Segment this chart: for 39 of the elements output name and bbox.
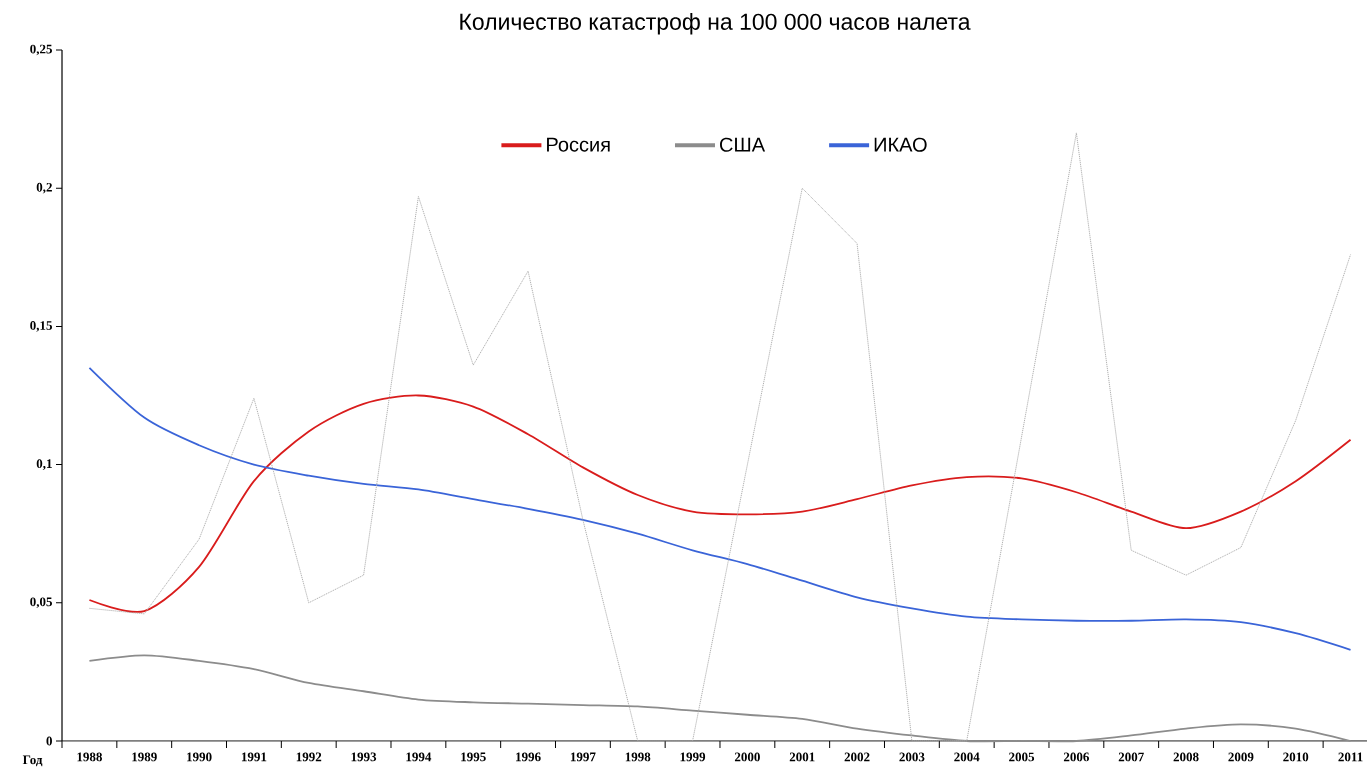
legend-label: Россия [547, 137, 610, 152]
x-tick-label: 1994 [406, 752, 432, 762]
x-tick-label: 2005 [1009, 752, 1035, 762]
x-tick-label: 1989 [132, 752, 157, 762]
line-series [88, 654, 1352, 743]
x-tick-label: 2004 [954, 752, 980, 762]
line-series [88, 366, 1352, 651]
x-tick-label: 1990 [187, 752, 212, 762]
x-tick-label: 1992 [296, 752, 322, 762]
x-tick-label: 2001 [789, 752, 815, 762]
y-tick-label: 0,05 [30, 597, 52, 609]
x-tick-label: 1988 [77, 752, 102, 762]
x-tick-label: 2007 [1118, 752, 1144, 762]
x-tick-label: 1996 [516, 752, 541, 762]
line-series [88, 132, 1351, 742]
x-tick-label: 1995 [461, 752, 486, 762]
chart-title: Количество катастроф на 100 000 часов налета [460, 13, 971, 35]
x-tick-label: 1997 [570, 752, 596, 762]
x-axis-title: Год [22, 755, 43, 767]
x-tick-label: 2010 [1283, 752, 1309, 762]
x-tick-label: 2002 [844, 752, 870, 762]
line-series [88, 394, 1352, 613]
x-tick-label: 2008 [1173, 752, 1199, 762]
x-tick-label: 1999 [680, 752, 706, 762]
x-tick-label: 1991 [241, 752, 267, 762]
x-tick-label: 2009 [1228, 752, 1254, 762]
legend-label: ИКАО [874, 137, 927, 152]
x-tick-label: 2000 [734, 752, 760, 762]
y-tick-label: 0 [46, 736, 52, 746]
y-tick-label: 0,1 [36, 459, 52, 470]
x-tick-label: 1993 [351, 752, 377, 762]
y-tick-label: 0,25 [30, 44, 52, 56]
y-tick-label: 0,2 [36, 182, 52, 194]
legend-label: США [720, 137, 766, 152]
y-tick-label: 0,15 [30, 321, 52, 332]
x-tick-label: 1998 [625, 752, 651, 762]
x-tick-label: 2006 [1063, 752, 1089, 762]
x-tick-label: 2011 [1338, 752, 1363, 762]
x-tick-label: 2003 [899, 752, 925, 762]
